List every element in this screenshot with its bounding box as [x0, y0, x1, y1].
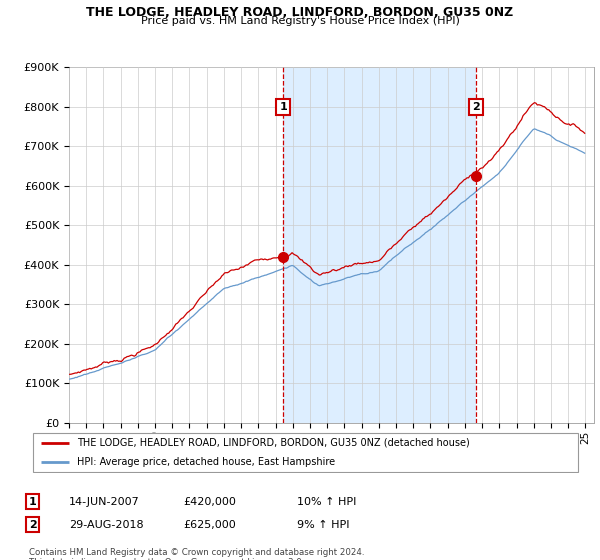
Text: Contains HM Land Registry data © Crown copyright and database right 2024.
This d: Contains HM Land Registry data © Crown c… [29, 548, 364, 560]
FancyBboxPatch shape [33, 433, 578, 472]
Bar [283, 67, 476, 423]
Text: 9% ↑ HPI: 9% ↑ HPI [297, 520, 349, 530]
Text: 1: 1 [280, 102, 287, 111]
Text: £420,000: £420,000 [183, 497, 236, 507]
Text: 29-AUG-2018: 29-AUG-2018 [69, 520, 143, 530]
Text: 2: 2 [29, 520, 37, 530]
Text: 2: 2 [472, 102, 480, 111]
Text: THE LODGE, HEADLEY ROAD, LINDFORD, BORDON, GU35 0NZ: THE LODGE, HEADLEY ROAD, LINDFORD, BORDO… [86, 6, 514, 18]
Text: THE LODGE, HEADLEY ROAD, LINDFORD, BORDON, GU35 0NZ (detached house): THE LODGE, HEADLEY ROAD, LINDFORD, BORDO… [77, 437, 470, 447]
Text: 1: 1 [29, 497, 37, 507]
Text: £625,000: £625,000 [183, 520, 236, 530]
Text: 10% ↑ HPI: 10% ↑ HPI [297, 497, 356, 507]
Text: HPI: Average price, detached house, East Hampshire: HPI: Average price, detached house, East… [77, 457, 335, 467]
Text: Price paid vs. HM Land Registry's House Price Index (HPI): Price paid vs. HM Land Registry's House … [140, 16, 460, 26]
Text: 14-JUN-2007: 14-JUN-2007 [69, 497, 140, 507]
